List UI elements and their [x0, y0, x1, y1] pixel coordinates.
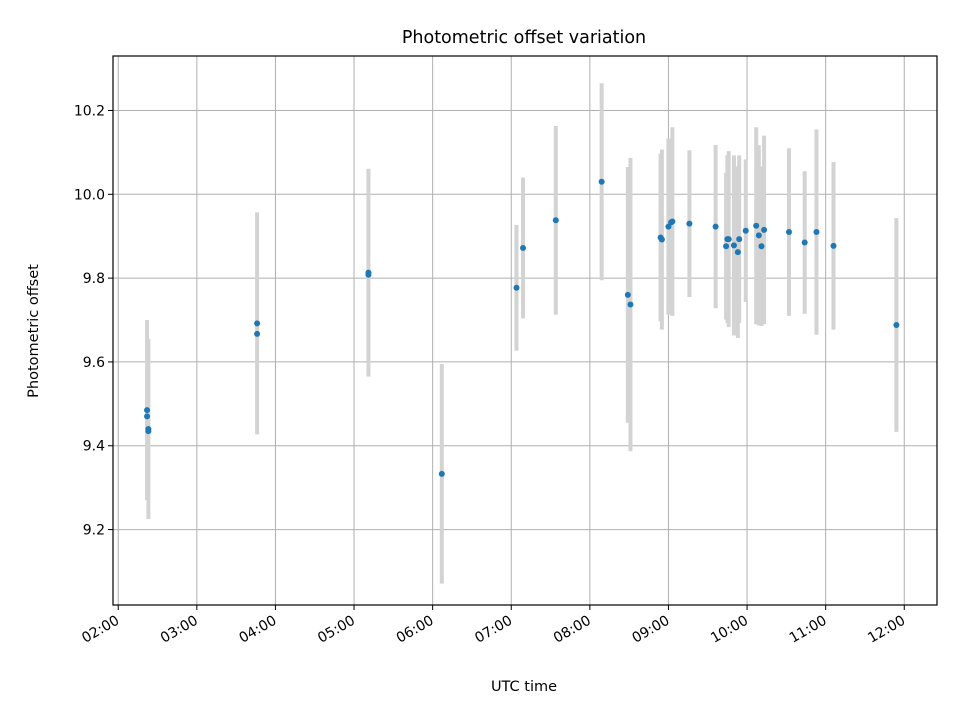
data-point	[365, 271, 372, 278]
data-point	[813, 229, 820, 236]
data-point	[801, 239, 808, 246]
y-tick-label: 10.0	[74, 187, 105, 203]
data-point	[686, 220, 693, 227]
plot-frame	[112, 55, 938, 606]
data-point	[755, 232, 762, 239]
data-point	[513, 284, 520, 291]
data-point	[761, 226, 768, 233]
y-tick-label: 9.8	[83, 271, 105, 287]
chart-title: Photometric offset variation	[402, 28, 646, 48]
y-axis-label: Photometric offset	[26, 264, 42, 398]
data-point	[734, 249, 741, 256]
y-tick-label: 9.4	[83, 439, 105, 455]
point-layer	[144, 178, 900, 477]
data-point	[736, 236, 743, 243]
data-point	[520, 244, 527, 251]
data-point	[598, 178, 605, 185]
x-axis-label: UTC time	[491, 679, 557, 695]
y-tick-label: 9.2	[83, 523, 105, 539]
data-point	[758, 243, 765, 250]
data-point	[669, 218, 676, 225]
data-point	[753, 222, 760, 229]
data-point	[742, 227, 749, 234]
y-tick-label: 9.6	[83, 355, 105, 371]
data-point	[552, 217, 559, 224]
data-point	[730, 242, 737, 249]
data-point	[785, 229, 792, 236]
data-point	[627, 301, 634, 308]
data-point	[712, 223, 719, 230]
data-point	[725, 236, 732, 243]
data-point	[254, 320, 261, 327]
data-point	[893, 322, 900, 329]
data-point	[144, 407, 151, 414]
data-point	[830, 242, 837, 249]
y-tick-label: 10.2	[74, 103, 105, 119]
data-point	[438, 470, 445, 477]
y-axis-ticks: 9.2 9.4 9.6 9.8 10.0 10.2	[74, 103, 113, 539]
data-point	[658, 236, 665, 243]
data-point	[145, 428, 152, 435]
data-point	[144, 413, 151, 420]
data-point	[254, 330, 261, 337]
data-point	[723, 243, 730, 250]
grid-layer	[113, 56, 937, 605]
data-point	[624, 291, 631, 298]
